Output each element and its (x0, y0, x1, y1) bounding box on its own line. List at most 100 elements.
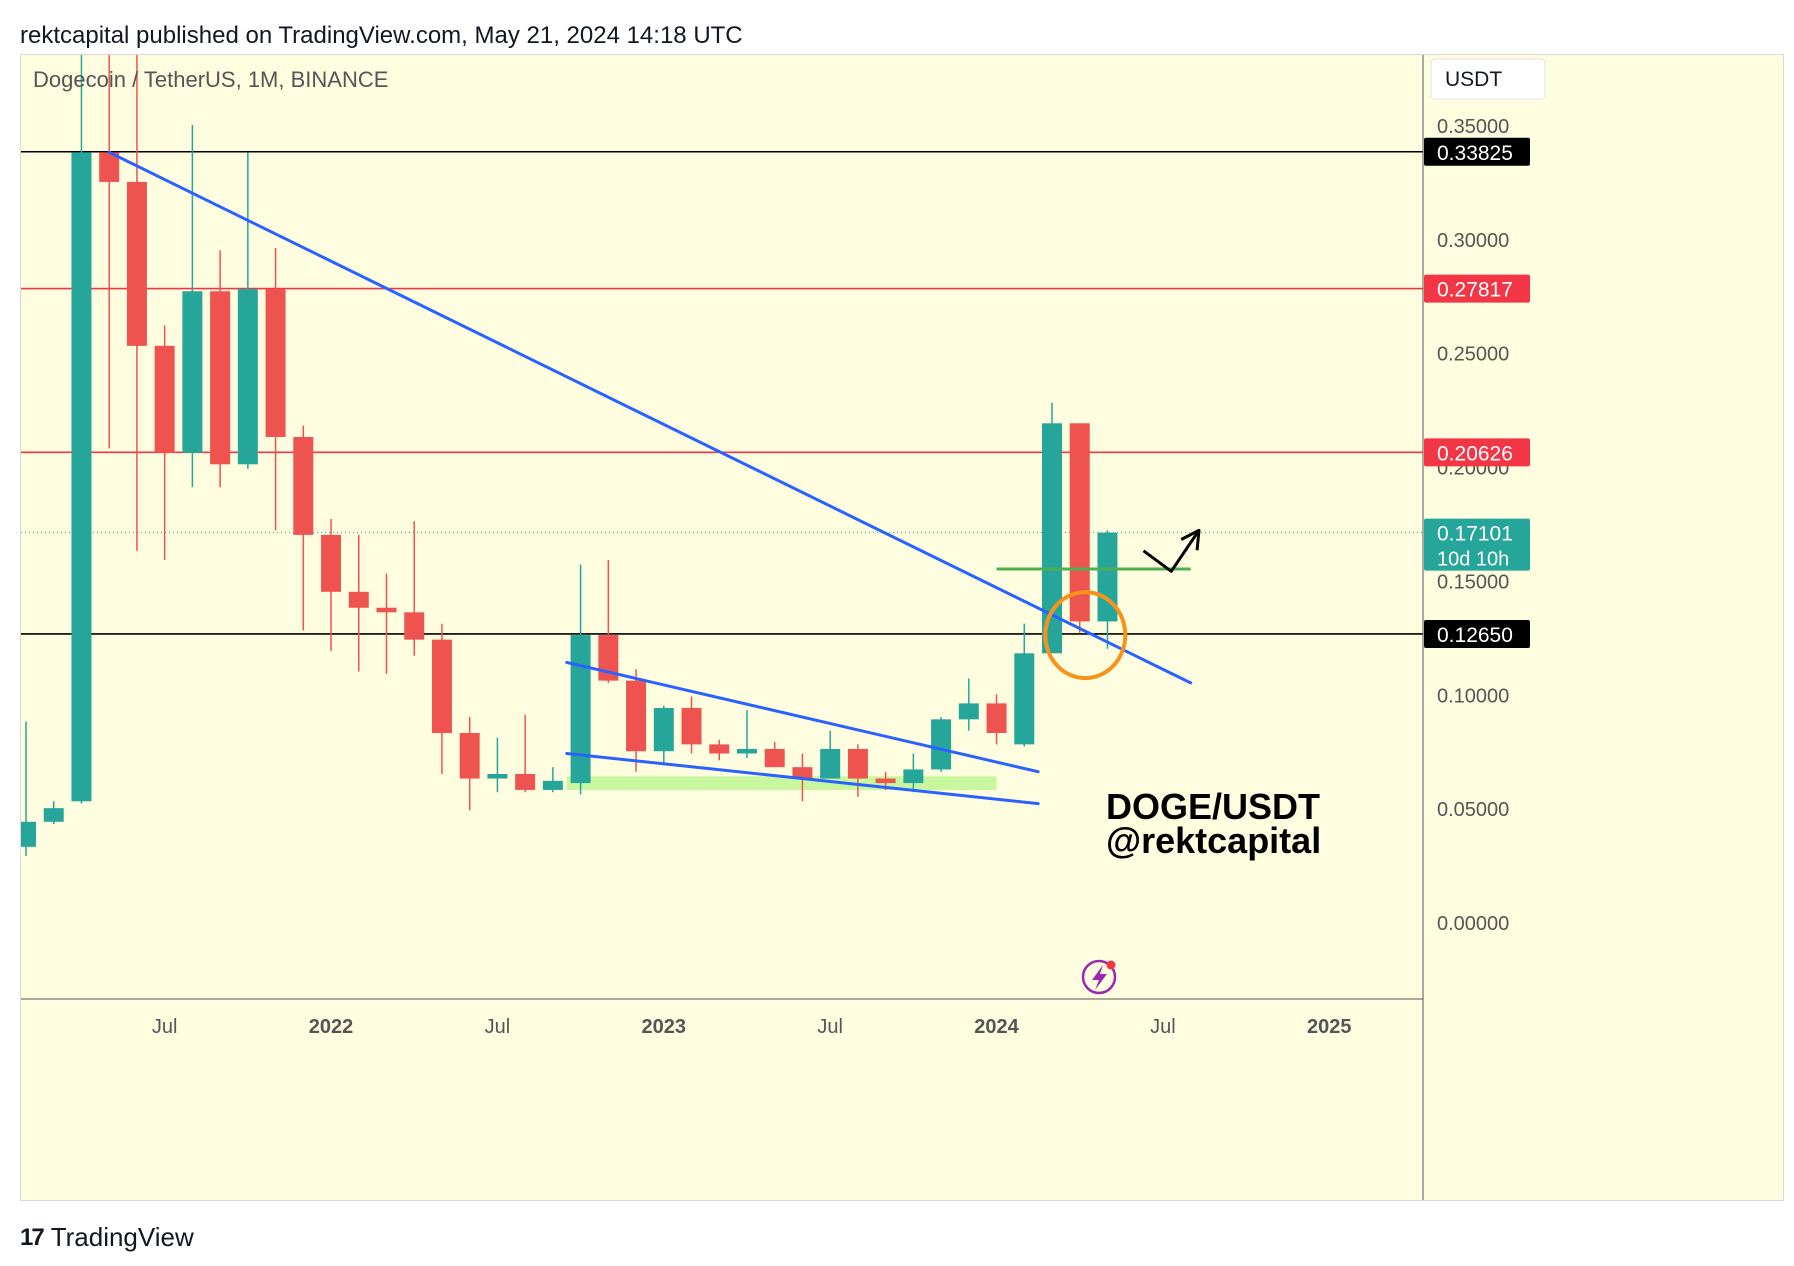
current-price-value: 0.17101 (1437, 523, 1513, 546)
candle[interactable] (265, 247, 286, 531)
candle-body (1069, 423, 1090, 622)
price-level-label: 0.33825 (1424, 137, 1530, 166)
chart-title: Dogecoin / TetherUS, 1M, BINANCE (33, 67, 388, 92)
trendline[interactable] (107, 150, 1193, 685)
candle[interactable] (99, 55, 120, 449)
candle-body (21, 821, 36, 847)
candle[interactable] (709, 739, 730, 761)
currency-label: USDT (1445, 68, 1502, 91)
candle[interactable] (986, 694, 1007, 745)
candle[interactable] (542, 767, 563, 793)
candle-body (71, 152, 92, 802)
candle[interactable] (348, 534, 369, 672)
trendline[interactable] (565, 751, 1040, 806)
candle-body (182, 291, 203, 453)
candle-body (626, 680, 647, 752)
candle[interactable] (820, 730, 841, 779)
candle[interactable] (487, 737, 508, 793)
candle[interactable] (847, 744, 868, 797)
lightning-icon[interactable] (1081, 959, 1117, 995)
candle-body (237, 288, 258, 465)
candle[interactable] (1097, 530, 1118, 649)
candle-body (404, 612, 425, 640)
candle[interactable] (1069, 423, 1090, 633)
price-level-value: 0.33825 (1437, 142, 1513, 165)
candle[interactable] (736, 710, 757, 759)
candle[interactable] (293, 425, 314, 631)
candle-body (99, 152, 120, 182)
y-tick-label: 0.00000 (1437, 913, 1509, 935)
y-tick-label: 0.05000 (1437, 799, 1509, 821)
candle-body (210, 291, 231, 465)
candle[interactable] (764, 742, 785, 768)
candle-body (875, 778, 896, 784)
candle[interactable] (598, 559, 619, 683)
price-level-value: 0.12650 (1437, 624, 1513, 647)
x-tick-label: 2023 (642, 1016, 687, 1038)
candle-body (1097, 532, 1118, 622)
price-level-label: 0.12650 (1424, 619, 1530, 648)
x-tick-label: Jul (152, 1016, 178, 1038)
watermark-author: @rektcapital (1106, 820, 1321, 861)
bullish-arrow-head (1180, 528, 1201, 551)
candle-body (487, 773, 508, 779)
y-tick-label: 0.15000 (1437, 571, 1509, 593)
candle-body (376, 607, 397, 613)
candle-body (681, 707, 702, 745)
x-tick-label: 2025 (1307, 1016, 1352, 1038)
candle-body (958, 703, 979, 720)
candle[interactable] (321, 518, 342, 652)
candle-body (542, 780, 563, 790)
candle[interactable] (515, 714, 536, 793)
candle[interactable] (126, 55, 147, 551)
candle[interactable] (459, 717, 480, 811)
watermark-pair: DOGE/USDT (1106, 786, 1320, 827)
candle[interactable] (43, 801, 64, 825)
candle-body (293, 436, 314, 535)
candle[interactable] (210, 250, 231, 488)
candle[interactable] (71, 55, 92, 804)
candle[interactable] (903, 753, 924, 793)
price-level-value: 0.27817 (1437, 279, 1513, 302)
trendline[interactable] (565, 660, 1040, 774)
plot-background (21, 55, 1423, 999)
candle[interactable] (154, 325, 175, 560)
candle-body (348, 591, 369, 608)
candle[interactable] (626, 669, 647, 772)
candle-body (709, 744, 730, 754)
candle[interactable] (1014, 623, 1035, 747)
plot-area: DOGE/USDT@rektcapital (21, 55, 1423, 995)
candle-body (154, 345, 175, 453)
publish-header: rektcapital published on TradingView.com… (20, 22, 743, 49)
x-tick-label: Jul (1150, 1016, 1176, 1038)
candle-body (736, 748, 757, 754)
candle-body (43, 808, 64, 822)
currency-selector[interactable]: USDT (1430, 58, 1546, 100)
candle[interactable] (404, 521, 425, 656)
candle[interactable] (237, 152, 258, 469)
candle[interactable] (958, 678, 979, 731)
candle-countdown: 10d 10h (1437, 549, 1509, 571)
candle-body (792, 767, 813, 779)
candle[interactable] (931, 717, 952, 772)
bullish-arrow[interactable] (1142, 529, 1201, 573)
candle[interactable] (182, 125, 203, 488)
tradingview-logo: 17 TradingView (20, 1222, 194, 1253)
candle-body (265, 288, 286, 437)
support-zone (566, 776, 997, 790)
candle[interactable] (376, 573, 397, 674)
candle[interactable] (653, 705, 674, 763)
candle-body (986, 703, 1007, 733)
x-tick-label: 2022 (309, 1016, 354, 1038)
candle-body (126, 181, 147, 346)
candle[interactable] (431, 623, 452, 774)
candle[interactable] (681, 696, 702, 754)
candle-body (931, 719, 952, 770)
retest-circle[interactable] (1043, 590, 1128, 681)
current-price-label: 0.17101 10d 10h (1424, 518, 1530, 571)
x-tick-label: Jul (485, 1016, 511, 1038)
price-level-value: 0.20626 (1437, 442, 1513, 465)
candle-body (903, 769, 924, 784)
candle[interactable] (21, 721, 36, 856)
